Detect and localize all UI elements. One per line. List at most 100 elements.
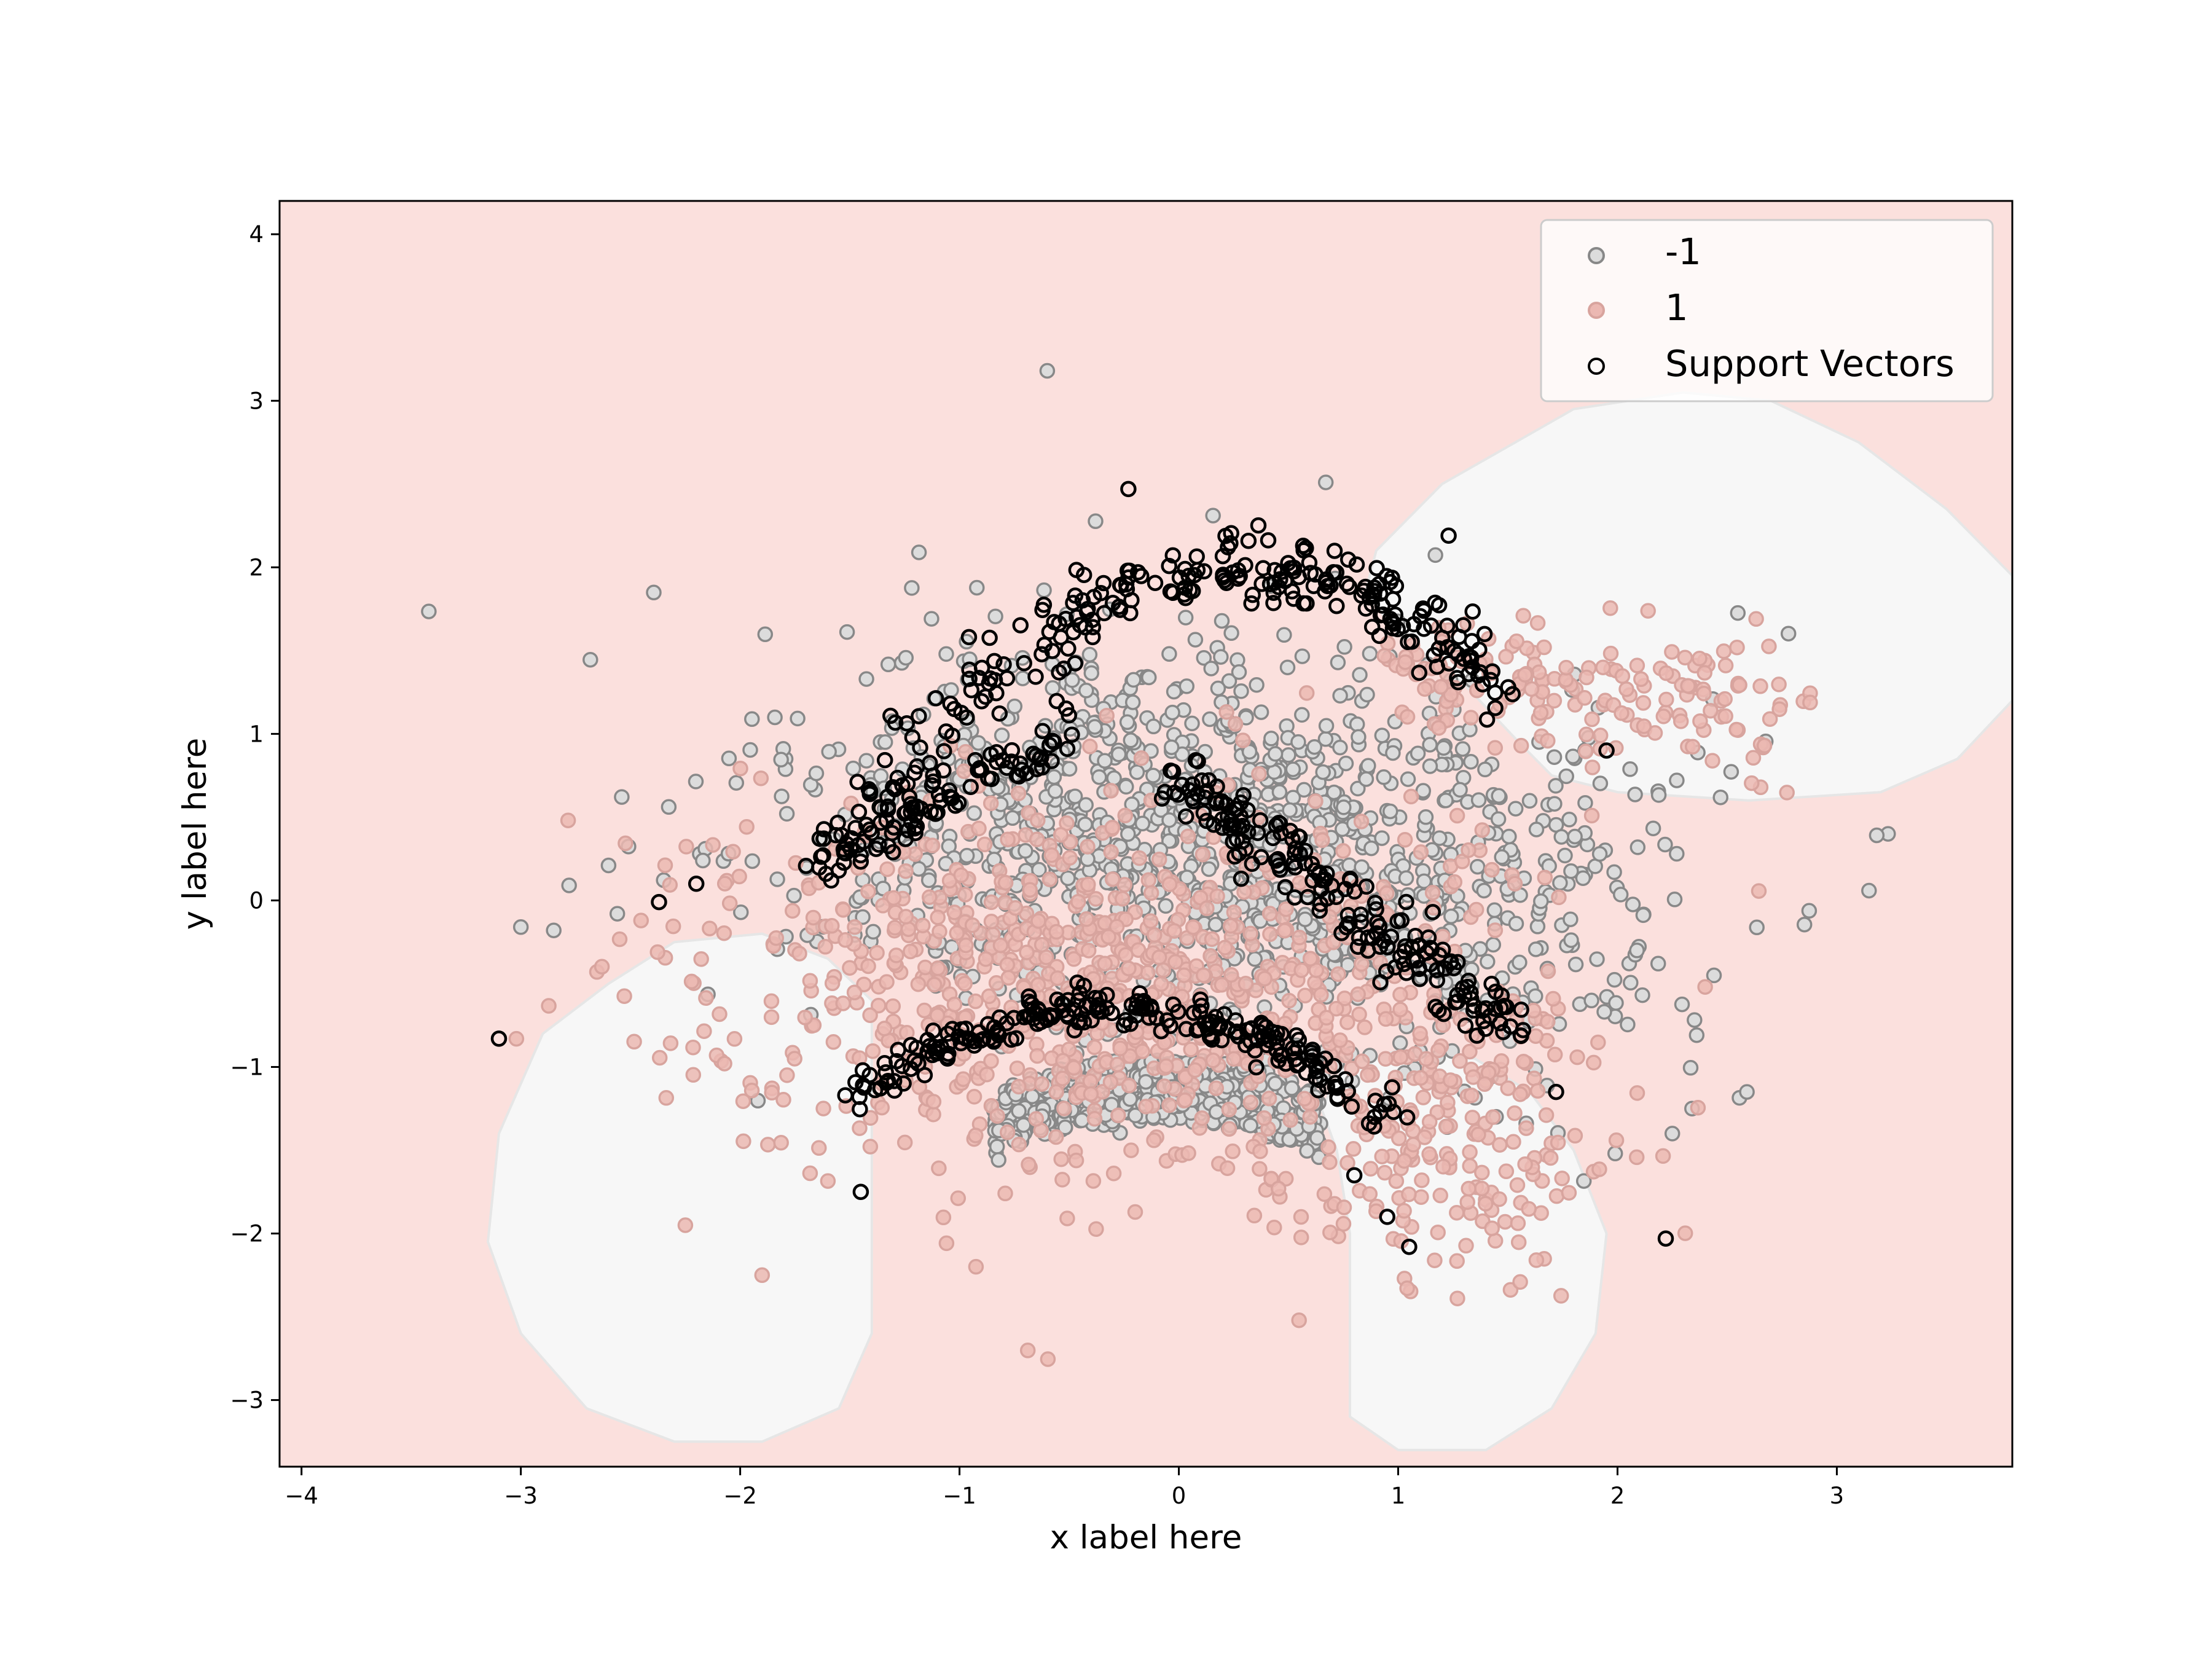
point-class-1 — [662, 1035, 679, 1051]
point-class-1 — [1697, 979, 1713, 995]
point-class-neg1 — [1221, 673, 1237, 689]
point-class-1 — [852, 1120, 868, 1136]
point-class-neg1 — [1398, 870, 1414, 886]
support-vector — [852, 853, 869, 870]
point-class-1 — [1121, 1077, 1137, 1094]
point-class-1 — [1194, 846, 1211, 863]
point-class-1 — [1427, 1252, 1443, 1268]
support-vector — [1329, 1088, 1346, 1105]
legend-label-support-vectors: Support Vectors — [1665, 342, 1955, 385]
point-class-1 — [1202, 948, 1218, 964]
point-class-1 — [725, 844, 741, 860]
support-vector — [1240, 533, 1257, 549]
support-vector — [1134, 999, 1151, 1016]
point-class-neg1 — [546, 922, 562, 938]
point-class-1 — [1221, 1121, 1237, 1137]
support-vector — [1165, 996, 1182, 1013]
point-class-neg1 — [767, 709, 783, 726]
point-class-1 — [1716, 643, 1732, 659]
point-class-1 — [1465, 1069, 1481, 1085]
point-class-1 — [1473, 1180, 1490, 1197]
point-class-neg1 — [1432, 830, 1448, 846]
support-vector — [1268, 817, 1285, 834]
point-class-1 — [1055, 1053, 1071, 1069]
support-vector — [887, 781, 903, 798]
support-vector — [898, 715, 916, 732]
support-vector — [1041, 737, 1058, 753]
x-tick-label: 0 — [1172, 1483, 1186, 1509]
point-class-1 — [677, 1217, 694, 1233]
point-class-1 — [874, 1099, 890, 1116]
support-vector — [1254, 1029, 1271, 1045]
support-vector — [1301, 554, 1318, 571]
point-class-1 — [1376, 648, 1392, 664]
support-vector — [1120, 569, 1137, 586]
point-class-1 — [1175, 1030, 1191, 1046]
point-class-1 — [1251, 766, 1267, 782]
point-class-neg1 — [1477, 761, 1493, 778]
point-class-1 — [1021, 1156, 1037, 1172]
x-axis-ticks: −4 −3 −2 −1 0 1 2 3 — [284, 1467, 1844, 1509]
point-class-1 — [1477, 1076, 1492, 1092]
point-class-1 — [1086, 1111, 1103, 1127]
point-class-1 — [665, 918, 681, 935]
point-class-neg1 — [744, 853, 761, 869]
point-class-1 — [1569, 1049, 1585, 1065]
point-class-neg1 — [1241, 743, 1258, 760]
point-class-1 — [1418, 1051, 1434, 1067]
point-class-1 — [1174, 989, 1190, 1005]
point-class-1 — [1658, 691, 1674, 708]
point-class-1 — [896, 1134, 913, 1151]
point-class-1 — [983, 1053, 999, 1069]
point-class-1 — [1185, 919, 1201, 935]
point-class-1 — [1461, 1180, 1477, 1197]
point-class-1 — [1629, 1085, 1645, 1101]
support-vector — [852, 1100, 868, 1118]
point-class-1 — [1105, 1165, 1122, 1182]
point-class-1 — [1507, 1105, 1523, 1121]
point-class-neg1 — [1060, 870, 1076, 887]
point-class-1 — [1430, 1224, 1446, 1241]
point-class-1 — [1302, 951, 1319, 967]
point-class-neg1 — [1360, 758, 1376, 774]
support-vector — [957, 1021, 975, 1037]
support-vector — [939, 1026, 956, 1042]
point-class-neg1 — [1161, 646, 1177, 662]
point-class-1 — [860, 958, 876, 975]
support-vector — [1201, 1015, 1217, 1032]
point-class-1 — [1540, 732, 1556, 749]
support-vector — [962, 779, 979, 795]
point-class-1 — [1219, 1160, 1236, 1176]
y-tick-label: 3 — [249, 388, 264, 414]
point-class-1 — [1293, 1230, 1309, 1245]
point-class-neg1 — [773, 751, 789, 768]
y-tick-label: −3 — [230, 1387, 264, 1414]
point-class-1 — [1417, 681, 1433, 697]
point-class-neg1 — [1359, 686, 1375, 703]
point-class-1 — [931, 924, 947, 939]
point-class-1 — [1396, 1153, 1413, 1169]
support-vector — [1429, 962, 1445, 979]
point-class-1 — [1531, 664, 1547, 680]
point-class-1 — [824, 975, 841, 992]
point-class-1 — [935, 1209, 952, 1226]
support-vector — [1513, 1002, 1529, 1018]
support-vector — [1028, 1005, 1045, 1022]
support-vector — [1300, 888, 1316, 906]
point-class-1 — [879, 861, 895, 877]
point-class-neg1 — [512, 919, 529, 935]
support-vector — [907, 825, 924, 841]
point-class-1 — [611, 931, 628, 947]
point-class-1 — [1151, 949, 1167, 965]
point-class-1 — [1500, 1080, 1516, 1096]
point-class-neg1 — [1014, 670, 1031, 686]
support-vector — [988, 744, 1005, 761]
support-vector — [1496, 998, 1513, 1014]
point-class-neg1 — [1712, 789, 1728, 806]
point-class-1 — [843, 795, 859, 812]
support-vector — [1430, 640, 1448, 657]
point-class-neg1 — [1202, 711, 1218, 728]
support-vector — [1115, 1017, 1132, 1033]
point-class-neg1 — [865, 924, 881, 940]
support-vector — [1025, 745, 1041, 763]
